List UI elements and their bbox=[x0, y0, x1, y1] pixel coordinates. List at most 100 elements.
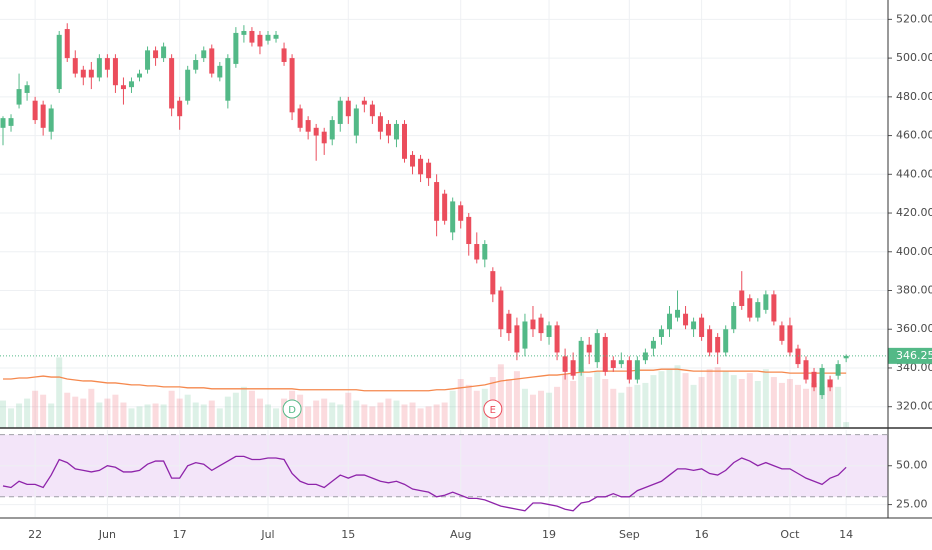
volume-bar bbox=[698, 377, 705, 428]
event-marker-label: D bbox=[288, 405, 296, 416]
candle-body bbox=[393, 123, 399, 140]
candle-body bbox=[40, 104, 46, 128]
candle-body bbox=[739, 290, 745, 306]
volume-bar bbox=[770, 377, 777, 428]
y-tick-label: 25.00 bbox=[896, 498, 928, 511]
volume-bar bbox=[256, 398, 263, 428]
candle-body bbox=[634, 360, 640, 380]
candle-body bbox=[377, 116, 383, 132]
event-marker bbox=[282, 399, 302, 419]
volume-bar bbox=[240, 386, 247, 428]
volume-bar bbox=[634, 384, 641, 428]
candle-body bbox=[434, 182, 440, 221]
candle-body bbox=[458, 205, 464, 221]
volume-bar bbox=[441, 402, 448, 428]
volume-bar bbox=[497, 364, 504, 428]
candle-body bbox=[16, 89, 22, 105]
volume-bar bbox=[401, 404, 408, 428]
y-tick-label: 360.00 bbox=[896, 322, 932, 335]
candle-body bbox=[450, 201, 456, 233]
volume-bar bbox=[16, 403, 23, 428]
candle-body bbox=[233, 32, 239, 64]
candle-body bbox=[209, 48, 215, 74]
volume-bar bbox=[313, 400, 320, 428]
volume-bar bbox=[521, 388, 528, 428]
candle-body bbox=[602, 336, 608, 372]
candle-body bbox=[410, 154, 416, 167]
volume-bar bbox=[337, 404, 344, 428]
volume-bar bbox=[762, 369, 769, 428]
candle-body bbox=[88, 69, 94, 78]
candle-body bbox=[128, 81, 134, 88]
candle-body bbox=[675, 309, 681, 318]
volume-bar bbox=[666, 369, 673, 428]
candle-body bbox=[594, 333, 600, 363]
volume-bar bbox=[794, 384, 801, 428]
candle-body bbox=[723, 329, 729, 353]
x-tick-label: 16 bbox=[695, 528, 709, 541]
candle-body bbox=[827, 379, 833, 388]
candle-body bbox=[137, 73, 143, 78]
candle-body bbox=[24, 85, 30, 93]
volume-bar bbox=[128, 408, 135, 428]
candle-body bbox=[426, 162, 432, 179]
volume-bar bbox=[96, 402, 103, 428]
volume-bar bbox=[594, 371, 601, 428]
candle-body bbox=[297, 108, 303, 128]
volume-bar bbox=[112, 394, 119, 428]
volume-bar bbox=[690, 384, 697, 428]
y-tick-label: 420.00 bbox=[896, 206, 932, 219]
candle-body bbox=[161, 46, 167, 59]
volume-bar bbox=[513, 371, 520, 428]
event-marker bbox=[483, 399, 503, 419]
volume-bar bbox=[610, 388, 617, 428]
volume-bar bbox=[80, 398, 87, 428]
volume-bar bbox=[706, 369, 713, 428]
candle-body bbox=[177, 100, 183, 117]
volume-bar bbox=[72, 396, 79, 428]
volume-bar bbox=[273, 408, 280, 428]
candle-body bbox=[72, 58, 78, 74]
volume-bar bbox=[811, 382, 818, 428]
candle-body bbox=[225, 58, 231, 101]
candle-body bbox=[8, 118, 14, 126]
volume-bar bbox=[754, 380, 761, 428]
candle-body bbox=[618, 360, 624, 365]
candle-body bbox=[691, 321, 697, 330]
volume-bar bbox=[160, 404, 167, 428]
volume-bar bbox=[417, 408, 424, 428]
candle-body bbox=[554, 325, 560, 353]
volume-bar bbox=[184, 394, 191, 428]
volume-bar bbox=[602, 379, 609, 428]
volume-bar bbox=[827, 379, 834, 428]
volume-bar bbox=[176, 398, 183, 428]
volume-bar bbox=[208, 400, 215, 428]
candle-body bbox=[418, 158, 424, 175]
volume-bar bbox=[473, 390, 480, 428]
candle-body bbox=[530, 319, 536, 330]
volume-bar bbox=[24, 398, 31, 428]
candle-body bbox=[249, 30, 255, 43]
candle-body bbox=[112, 58, 118, 86]
candle-body bbox=[490, 271, 496, 295]
candle-body bbox=[466, 216, 472, 245]
x-tick-label: 15 bbox=[341, 528, 355, 541]
candle-body bbox=[305, 120, 311, 132]
volume-bar bbox=[835, 386, 842, 428]
y-tick-label: 500.00 bbox=[896, 51, 932, 64]
y-tick-label: 380.00 bbox=[896, 283, 932, 296]
volume-bar bbox=[449, 390, 456, 428]
candle-body bbox=[353, 108, 359, 136]
rsi-line bbox=[2, 455, 847, 512]
candle-body bbox=[48, 108, 54, 132]
volume-bar bbox=[0, 400, 6, 428]
candle-body bbox=[56, 34, 62, 90]
volume-bar bbox=[529, 394, 536, 428]
x-tick-label: 22 bbox=[28, 528, 42, 541]
volume-bar bbox=[168, 390, 175, 428]
candle-body bbox=[273, 34, 279, 39]
candle-body bbox=[586, 344, 592, 353]
candle-body bbox=[699, 317, 705, 337]
volume-bar bbox=[722, 371, 729, 428]
last-price-box bbox=[888, 347, 932, 364]
